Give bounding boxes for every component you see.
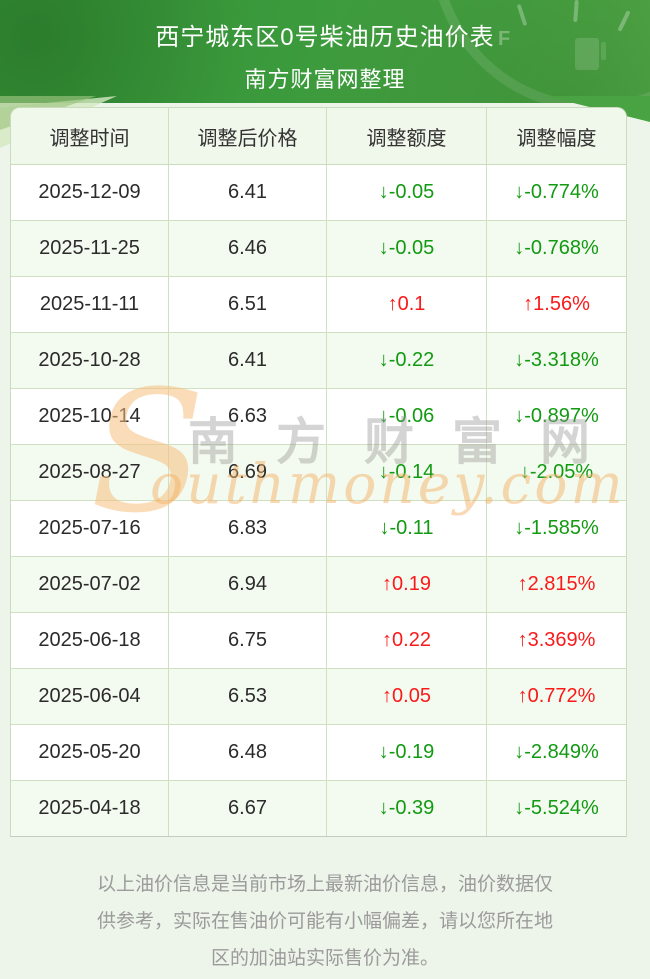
date-cell: 2025-10-14 [38, 405, 141, 427]
table-row: 2025-06-04 6.53 ↑0.05 ↑0.772% [11, 669, 626, 725]
date-cell: 2025-05-20 [38, 741, 141, 763]
table-row: 2025-07-16 6.83 ↓-0.11 ↓-1.585% [11, 501, 626, 557]
price-cell: 6.51 [168, 277, 326, 332]
date-cell: 2025-06-04 [38, 685, 141, 707]
price-cell: 6.75 [168, 613, 326, 668]
price-table: 调整时间 调整后价格 调整额度 调整幅度 2025-12-09 6.41 ↓-0.05 ↓-… [10, 107, 627, 837]
date-cell: 2025-12-09 [38, 181, 141, 203]
change-amount-cell: ↓-0.05 [326, 165, 486, 220]
disclaimer-line: 以上油价信息是当前市场上最新油价信息，油价数据仅 [96, 874, 553, 895]
change-percent-cell: ↑0.772% [486, 669, 626, 724]
disclaimer-line: 区的加油站实际售价为准。 [210, 948, 439, 969]
price-cell: 6.69 [168, 445, 326, 500]
change-amount-cell: ↓-0.05 [326, 221, 486, 276]
change-percent-cell: ↓-0.768% [486, 221, 626, 276]
price-cell: 6.41 [168, 333, 326, 388]
change-amount-cell: ↑0.05 [326, 669, 486, 724]
column-header: 调整时间 [49, 127, 130, 150]
price-cell: 6.48 [168, 725, 326, 780]
change-amount-cell: ↓-0.19 [326, 725, 486, 780]
page-title: 西宁城东区0号柴油历史油价表 [155, 24, 495, 51]
change-amount-cell: ↓-0.22 [326, 333, 486, 388]
table-row: 2025-11-11 6.51 ↑0.1 ↑1.56% [11, 277, 626, 333]
change-amount-cell: ↑0.1 [326, 277, 486, 332]
change-percent-cell: ↑2.815% [486, 557, 626, 612]
change-percent-cell: ↓-5.524% [486, 781, 626, 836]
change-percent-cell: ↓-2.849% [486, 725, 626, 780]
change-percent-cell: ↓-2.05% [486, 445, 626, 500]
price-table-header: 调整时间 调整后价格 调整额度 调整幅度 [11, 108, 626, 165]
table-row: 2025-08-27 6.69 ↓-0.14 ↓-2.05% [11, 445, 626, 501]
fuel-gauge-full-label: F [498, 28, 511, 50]
change-percent-cell: ↓-0.774% [486, 165, 626, 220]
change-amount-cell: ↓-0.14 [326, 445, 486, 500]
date-cell: 2025-11-11 [39, 293, 140, 315]
change-percent-cell: ↑1.56% [486, 277, 626, 332]
price-table-body: 2025-12-09 6.41 ↓-0.05 ↓-0.774% 2025-11-25 6.… [11, 165, 626, 836]
disclaimer: 以上油价信息是当前市场上最新油价信息，油价数据仅 供参考，实际在售油价可能有小幅… [65, 866, 585, 977]
change-percent-cell: ↓-0.897% [486, 389, 626, 444]
price-cell: 6.53 [168, 669, 326, 724]
page-subtitle: 南方财富网整理 [244, 67, 406, 92]
table-row: 2025-12-09 6.41 ↓-0.05 ↓-0.774% [11, 165, 626, 221]
change-percent-cell: ↓-1.585% [486, 501, 626, 556]
change-amount-cell: ↓-0.11 [326, 501, 486, 556]
change-amount-cell: ↓-0.06 [326, 389, 486, 444]
fuel-pump-icon [575, 38, 606, 70]
price-cell: 6.41 [168, 165, 326, 220]
change-amount-cell: ↑0.22 [326, 613, 486, 668]
change-percent-cell: ↑3.369% [486, 613, 626, 668]
date-cell: 2025-07-16 [38, 517, 141, 539]
table-row: 2025-05-20 6.48 ↓-0.19 ↓-2.849% [11, 725, 626, 781]
table-row: 2025-10-28 6.41 ↓-0.22 ↓-3.318% [11, 333, 626, 389]
date-cell: 2025-10-28 [38, 349, 141, 371]
change-amount-cell: ↑0.19 [326, 557, 486, 612]
price-cell: 6.46 [168, 221, 326, 276]
price-cell: 6.94 [168, 557, 326, 612]
table-row: 2025-10-14 6.63 ↓-0.06 ↓-0.897% [11, 389, 626, 445]
date-cell: 2025-04-18 [38, 797, 141, 819]
price-cell: 6.83 [168, 501, 326, 556]
disclaimer-line: 供参考，实际在售油价可能有小幅偏差，请以您所在地 [96, 911, 553, 932]
date-cell: 2025-08-27 [38, 461, 141, 483]
date-cell: 2025-06-18 [38, 629, 141, 651]
date-cell: 2025-07-02 [38, 573, 141, 595]
table-row: 2025-07-02 6.94 ↑0.19 ↑2.815% [11, 557, 626, 613]
change-percent-cell: ↓-3.318% [486, 333, 626, 388]
column-header: 调整后价格 [168, 108, 326, 164]
price-cell: 6.67 [168, 781, 326, 836]
column-header: 调整幅度 [486, 108, 626, 164]
date-cell: 2025-11-25 [39, 237, 140, 259]
table-row: 2025-11-25 6.46 ↓-0.05 ↓-0.768% [11, 221, 626, 277]
column-header: 调整额度 [326, 108, 486, 164]
table-row: 2025-04-18 6.67 ↓-0.39 ↓-5.524% [11, 781, 626, 836]
table-row: 2025-06-18 6.75 ↑0.22 ↑3.369% [11, 613, 626, 669]
content: 调整时间 调整后价格 调整额度 调整幅度 2025-12-09 6.41 ↓-0.05 ↓-… [0, 107, 650, 977]
banner: F 西宁城东区0号柴油历史油价表 南方财富网整理 [0, 0, 650, 103]
change-amount-cell: ↓-0.39 [326, 781, 486, 836]
price-cell: 6.63 [168, 389, 326, 444]
